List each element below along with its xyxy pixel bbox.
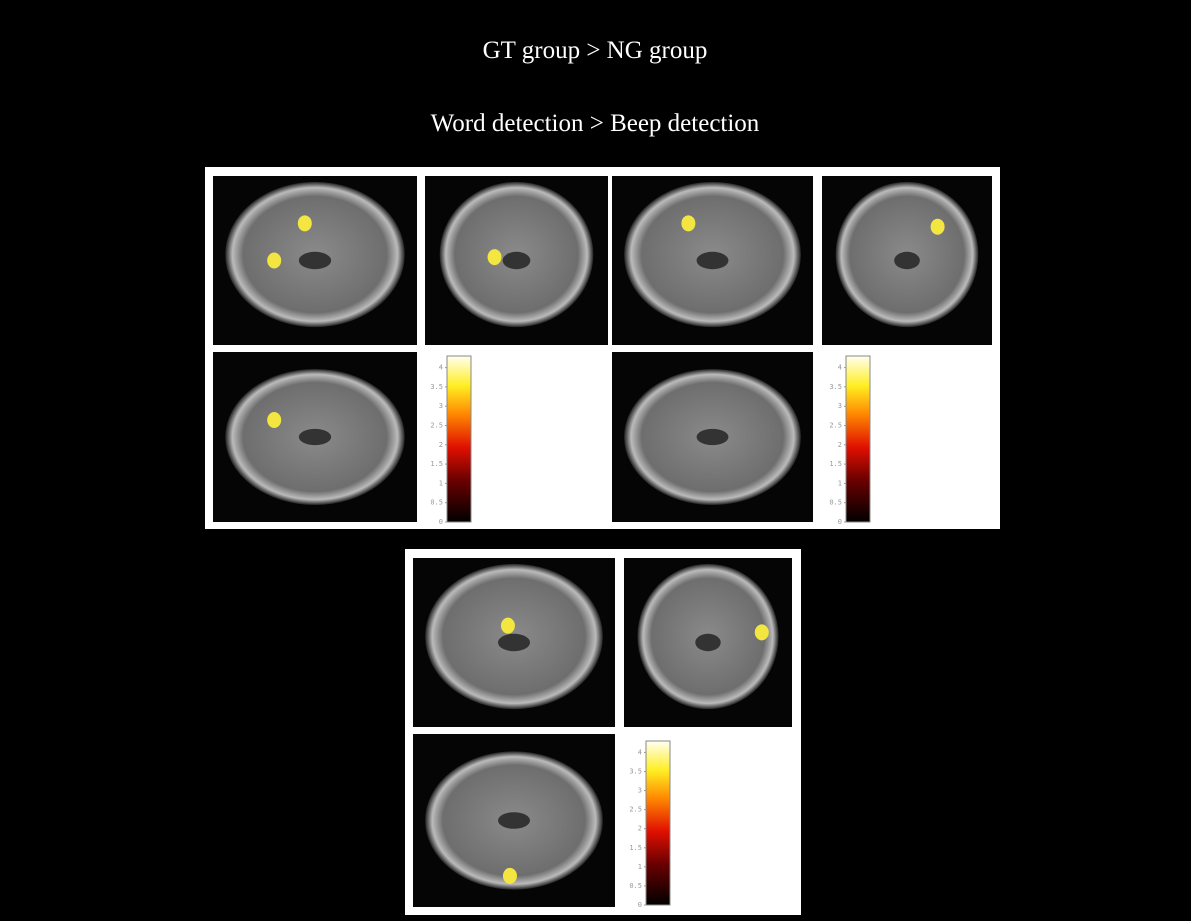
activation-blob — [298, 215, 312, 231]
colorbar-tick-label: 2 — [838, 441, 842, 449]
activation-blob — [267, 253, 281, 269]
colorbar-tick-label: 3 — [638, 787, 642, 795]
activation-blob — [681, 215, 695, 231]
colorbar — [447, 356, 471, 522]
colorbar-tick-label: 0 — [439, 518, 443, 526]
brain-ventricle — [697, 252, 729, 269]
colorbar-tick-label: 4 — [638, 748, 642, 756]
colorbar-tick-label: 4 — [439, 364, 443, 372]
brain-ventricle — [299, 252, 331, 269]
colorbar-tick-label: 3 — [838, 402, 842, 410]
activation-blob — [501, 618, 515, 634]
colorbar-tick-label: 1 — [638, 863, 642, 871]
colorbar-tick-label: 2 — [638, 825, 642, 833]
colorbar-tick-label: 0.5 — [829, 499, 842, 507]
subtitle: Word detection > Beep detection — [431, 110, 760, 137]
colorbar-tick-label: 0.5 — [430, 499, 443, 507]
colorbar-tick-label: 0 — [838, 518, 842, 526]
colorbar — [846, 356, 870, 522]
colorbar-tick-label: 2.5 — [829, 421, 842, 429]
colorbar-tick-label: 3 — [439, 402, 443, 410]
colorbar-tick-label: 1.5 — [430, 460, 443, 468]
brain-ventricle — [498, 812, 530, 829]
brain-ventricle — [894, 252, 920, 269]
colorbar-tick-label: 0 — [638, 901, 642, 909]
colorbar — [646, 741, 670, 905]
brain-ventricle — [503, 252, 531, 269]
activation-blob — [488, 249, 502, 265]
activation-blob — [755, 624, 769, 640]
figure: GT group > NG group Word detection > Bee… — [0, 0, 1191, 921]
colorbar-tick-label: 1.5 — [829, 460, 842, 468]
colorbar-tick-label: 3.5 — [430, 383, 443, 391]
colorbar-tick-label: 4 — [838, 364, 842, 372]
brain-ventricle — [299, 429, 331, 445]
title: GT group > NG group — [483, 37, 708, 64]
colorbar-tick-label: 2.5 — [430, 421, 443, 429]
colorbar-tick-label: 1.5 — [629, 844, 642, 852]
colorbar-tick-label: 1 — [439, 479, 443, 487]
brain-ventricle — [695, 634, 720, 651]
colorbar-tick-label: 2.5 — [629, 806, 642, 814]
colorbar-tick-label: 3.5 — [629, 768, 642, 776]
colorbar-tick-label: 3.5 — [829, 383, 842, 391]
activation-blob — [267, 412, 281, 428]
activation-blob — [503, 868, 517, 884]
activation-blob — [931, 219, 945, 235]
colorbar-tick-label: 0.5 — [629, 882, 642, 890]
colorbar-tick-label: 2 — [439, 441, 443, 449]
colorbar-tick-label: 1 — [838, 479, 842, 487]
brain-ventricle — [697, 429, 729, 445]
brain-ventricle — [498, 634, 530, 651]
